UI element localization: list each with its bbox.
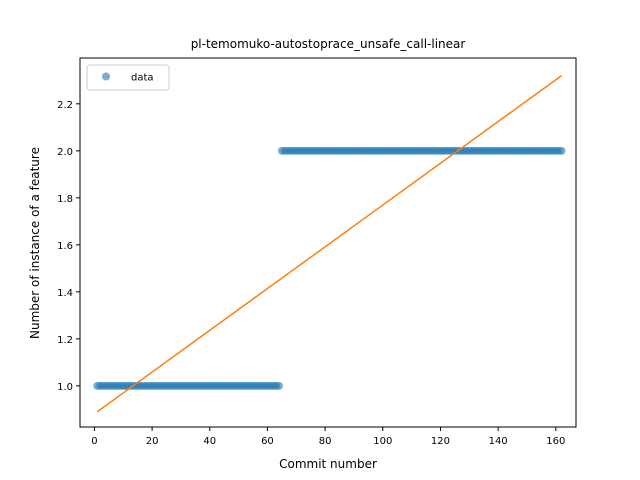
data-point xyxy=(558,147,566,155)
x-tick-label: 80 xyxy=(319,436,332,447)
y-tick-label: 2.0 xyxy=(57,147,73,158)
y-tick-label: 1.8 xyxy=(57,194,73,205)
x-tick-label: 120 xyxy=(431,436,450,447)
x-tick-label: 40 xyxy=(203,436,216,447)
x-tick-label: 0 xyxy=(91,436,97,447)
x-tick-label: 20 xyxy=(146,436,159,447)
y-tick-label: 1.4 xyxy=(57,288,73,299)
legend-label-data: data xyxy=(131,73,154,84)
x-tick-label: 160 xyxy=(546,436,565,447)
y-tick-label: 1.0 xyxy=(57,382,73,393)
x-axis-title: Commit number xyxy=(279,457,377,471)
legend-box xyxy=(87,65,169,90)
x-tick-label: 100 xyxy=(373,436,392,447)
y-tick-label: 2.2 xyxy=(57,100,73,111)
x-tick-label: 140 xyxy=(489,436,508,447)
y-tick-label: 1.6 xyxy=(57,241,73,252)
x-tick-label: 60 xyxy=(261,436,274,447)
legend: data xyxy=(87,65,169,90)
legend-marker-data xyxy=(102,73,110,81)
y-axis-title: Number of instance of a feature xyxy=(28,147,42,339)
y-tick-label: 1.2 xyxy=(57,335,73,346)
data-point xyxy=(275,382,283,390)
chart-title: pl-temomuko-autostoprace_unsafe_call-lin… xyxy=(191,37,466,51)
